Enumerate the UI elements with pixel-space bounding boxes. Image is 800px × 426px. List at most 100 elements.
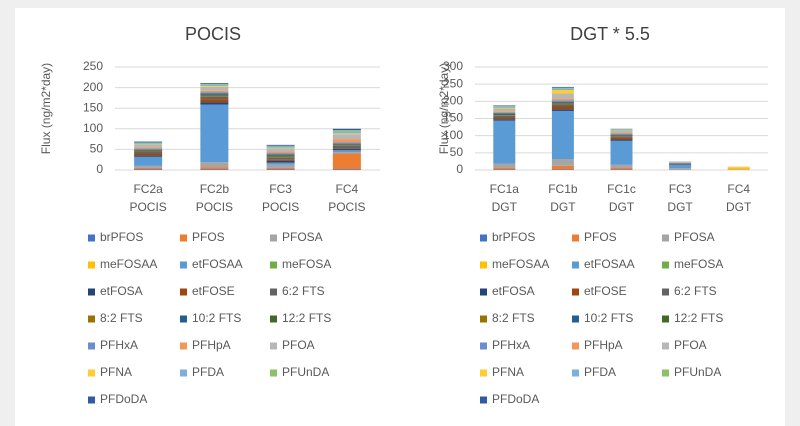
bar-segment bbox=[669, 168, 692, 170]
legend-label: PFDA bbox=[192, 365, 224, 379]
x-tick-label: POCIS bbox=[262, 200, 299, 214]
bar-segment bbox=[332, 131, 361, 134]
legend-swatch bbox=[572, 288, 579, 296]
bar-segment bbox=[266, 145, 295, 147]
x-tick-label: FC2b bbox=[200, 182, 230, 196]
y-tick-label: 100 bbox=[83, 121, 103, 135]
legend-swatch bbox=[480, 369, 487, 377]
bar-segment bbox=[332, 169, 361, 170]
legend-label: brPFOS bbox=[492, 230, 535, 244]
legend-label: PFHxA bbox=[100, 338, 138, 352]
bar-segment bbox=[200, 92, 229, 94]
bar-segment bbox=[493, 107, 516, 109]
bar-segment bbox=[200, 85, 229, 87]
legend-swatch bbox=[662, 315, 669, 323]
y-tick-label: 200 bbox=[83, 80, 103, 94]
legend-swatch bbox=[480, 261, 487, 269]
y-tick-label: 0 bbox=[456, 162, 463, 176]
bar-segment bbox=[610, 135, 633, 137]
legend-swatch bbox=[180, 234, 187, 242]
bar-segment bbox=[610, 167, 633, 170]
x-tick-label: POCIS bbox=[328, 200, 365, 214]
bar-segment bbox=[266, 160, 295, 163]
legend-swatch bbox=[88, 234, 95, 242]
bar-segment bbox=[266, 167, 295, 170]
legend-swatch bbox=[180, 342, 187, 350]
bar-segment bbox=[134, 143, 163, 145]
bar-segment bbox=[551, 100, 574, 102]
bar-segment bbox=[493, 112, 516, 114]
bar-segment bbox=[610, 140, 633, 165]
bar-segment bbox=[200, 169, 229, 170]
bar-segment bbox=[551, 104, 574, 107]
bar-segment bbox=[200, 99, 229, 103]
bar-segment bbox=[610, 164, 633, 168]
bar-segment bbox=[669, 161, 692, 163]
x-tick-label: FC4 bbox=[727, 182, 750, 196]
legend-label: 10:2 FTS bbox=[192, 311, 241, 325]
y-axis-label: Flux (ng/m2*day) bbox=[437, 63, 451, 154]
x-tick-label: DGT bbox=[667, 200, 693, 214]
legend-swatch bbox=[662, 288, 669, 296]
bar-segment bbox=[610, 129, 633, 131]
bar-segment bbox=[727, 167, 750, 170]
legend-swatch bbox=[270, 288, 277, 296]
bar-segment bbox=[266, 154, 295, 156]
bar-segment bbox=[266, 146, 295, 148]
legend-label: PFOA bbox=[674, 338, 707, 352]
bar-segment bbox=[493, 115, 516, 116]
bar-segment bbox=[669, 164, 692, 169]
legend-label: PFNA bbox=[100, 365, 132, 379]
legend-swatch bbox=[180, 261, 187, 269]
legend-label: PFNA bbox=[492, 365, 524, 379]
legend-label: etFOSE bbox=[192, 284, 235, 298]
legend-swatch bbox=[572, 315, 579, 323]
bar-segment bbox=[332, 150, 361, 153]
x-tick-label: DGT bbox=[550, 200, 576, 214]
legend-label: PFOS bbox=[192, 230, 225, 244]
bar-segment bbox=[134, 156, 163, 166]
legend-swatch bbox=[572, 234, 579, 242]
legend-label: meFOSA bbox=[674, 257, 723, 271]
legend-swatch bbox=[662, 261, 669, 269]
bar-segment bbox=[200, 93, 229, 95]
legend-swatch bbox=[88, 396, 95, 404]
legend-label: PFOSA bbox=[282, 230, 323, 244]
legend-label: etFOSA bbox=[492, 284, 535, 298]
bar-segment bbox=[266, 164, 295, 168]
legend-label: meFOSAA bbox=[492, 257, 549, 271]
legend-label: PFOS bbox=[584, 230, 617, 244]
legend-swatch bbox=[180, 288, 187, 296]
y-tick-label: 150 bbox=[443, 111, 463, 125]
legend-label: 10:2 FTS bbox=[584, 311, 633, 325]
legend-label: PFDoDA bbox=[100, 392, 147, 406]
bar-segment bbox=[610, 169, 633, 170]
bar-segment bbox=[134, 147, 163, 149]
bar-segment bbox=[200, 83, 229, 85]
x-tick-label: FC3 bbox=[669, 182, 692, 196]
bar-segment bbox=[610, 134, 633, 136]
x-tick-label: FC1b bbox=[548, 182, 578, 196]
bar-segment bbox=[610, 129, 633, 130]
bar-segment bbox=[551, 93, 574, 99]
bar-segment bbox=[266, 157, 295, 160]
bar-segment bbox=[266, 156, 295, 158]
bar-segment bbox=[610, 139, 633, 141]
bar-segment bbox=[493, 114, 516, 116]
x-tick-label: DGT bbox=[492, 200, 518, 214]
legend-label: brPFOS bbox=[100, 230, 143, 244]
legend-swatch bbox=[572, 342, 579, 350]
legend-label: PFUnDA bbox=[674, 365, 721, 379]
bar-segment bbox=[551, 88, 574, 91]
legend-swatch bbox=[572, 261, 579, 269]
bar-segment bbox=[332, 144, 361, 146]
bar-segment bbox=[493, 169, 516, 170]
bar-segment bbox=[551, 106, 574, 110]
x-tick-label: DGT bbox=[609, 200, 635, 214]
bar-segment bbox=[200, 90, 229, 93]
y-tick-label: 0 bbox=[96, 162, 103, 176]
legend-label: 12:2 FTS bbox=[674, 311, 723, 325]
bar-segment bbox=[551, 169, 574, 170]
bar-segment bbox=[669, 164, 692, 165]
